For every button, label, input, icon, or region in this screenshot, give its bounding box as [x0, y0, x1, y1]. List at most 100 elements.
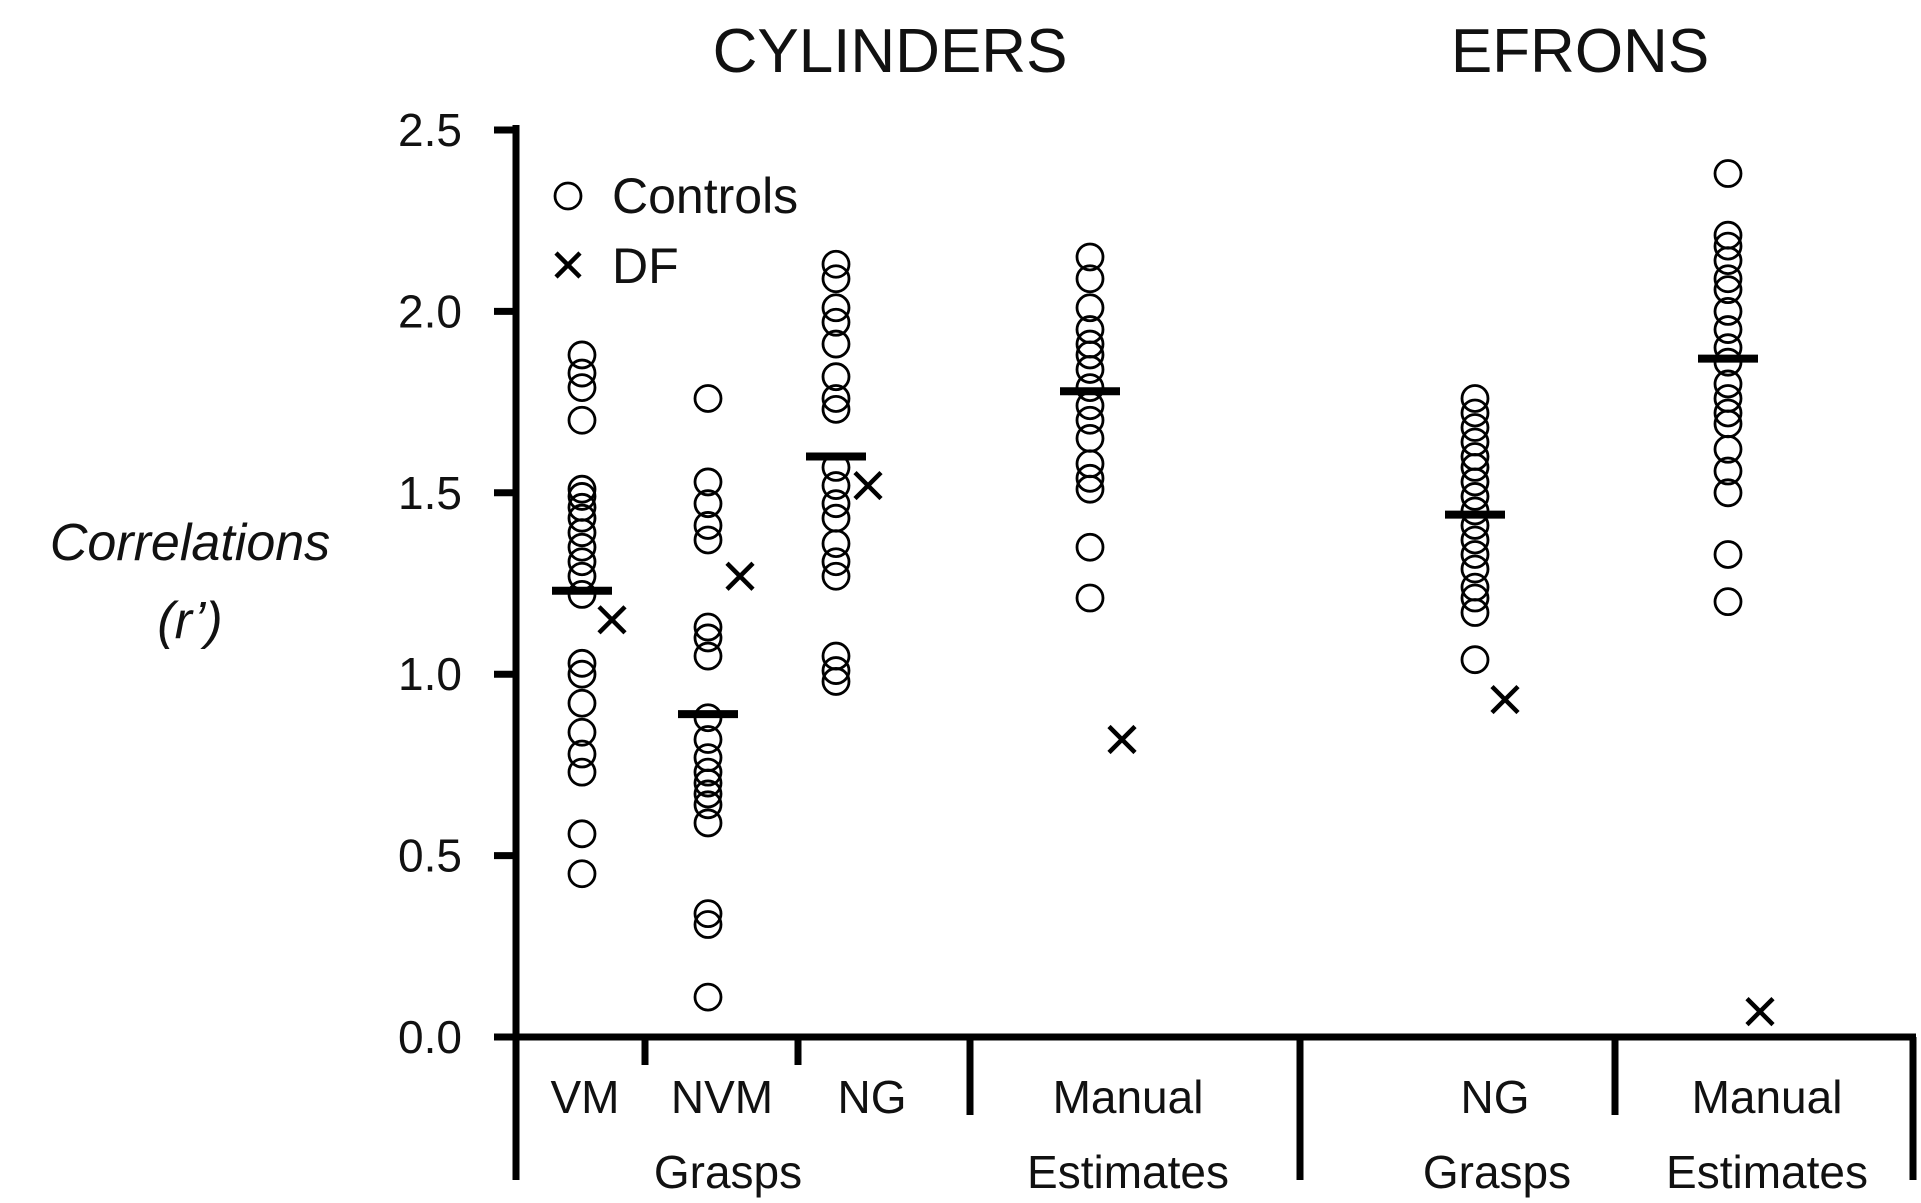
control-point [821, 641, 851, 671]
legend-df-marker [554, 251, 582, 279]
control-point [1460, 540, 1490, 569]
legend-controls-label: Controls [612, 168, 798, 224]
control-point [1460, 554, 1490, 584]
control-point [1075, 340, 1105, 370]
control-point [1713, 315, 1743, 344]
control-point [693, 623, 723, 653]
control-point [693, 612, 723, 642]
control-point [821, 264, 851, 294]
control-point [693, 384, 723, 413]
control-point [693, 641, 723, 671]
control-point [693, 489, 723, 519]
group-label-cyl-grasps: Grasps [654, 1146, 802, 1198]
y-tick-label: 0.0 [398, 1011, 462, 1063]
control-point [1075, 264, 1105, 294]
control-point [567, 688, 597, 718]
control-point [1460, 598, 1490, 627]
control-point [693, 725, 723, 754]
group-label-cyl-manual-2: Estimates [1027, 1146, 1229, 1198]
control-point [693, 779, 723, 809]
control-point [567, 757, 597, 787]
control-point [1460, 645, 1490, 675]
group-label-efr-manual-2: Estimates [1666, 1146, 1868, 1198]
df-point [725, 561, 755, 591]
category-label: NVM [671, 1071, 773, 1123]
control-point [693, 808, 723, 838]
control-point [821, 293, 851, 323]
control-point [693, 467, 723, 497]
legend: Controls DF [553, 168, 798, 294]
control-point [1713, 275, 1743, 305]
control-point [693, 757, 723, 787]
y-tick-label: 2.5 [398, 104, 462, 156]
df-point [1745, 997, 1775, 1027]
control-point [693, 743, 723, 773]
control-point [567, 547, 597, 577]
control-point [693, 899, 723, 929]
control-point [1460, 583, 1490, 613]
category-label: NG [1461, 1071, 1530, 1123]
control-point [1460, 482, 1490, 511]
control-point [1075, 405, 1105, 435]
control-point [1713, 478, 1743, 508]
control-point [567, 474, 597, 504]
control-point [821, 471, 851, 500]
control-point [1713, 434, 1743, 464]
control-point [1713, 264, 1743, 294]
control-point [821, 384, 851, 413]
group-label-efr-manual-1: Manual [1692, 1071, 1843, 1123]
y-axis-label-line2: (r’) [157, 592, 222, 650]
control-point [821, 394, 851, 424]
control-point [821, 329, 851, 359]
df-point [1107, 724, 1137, 755]
control-point [1713, 384, 1743, 413]
category-label: VM [551, 1071, 620, 1123]
control-point [567, 739, 597, 769]
y-tick-label: 0.5 [398, 830, 462, 882]
group-label-cyl-manual-1: Manual [1053, 1071, 1204, 1123]
control-point [821, 362, 851, 392]
y-ticks: 0.0 0.5 1.0 1.5 2.0 2.5 [398, 104, 516, 1063]
y-tick-label: 1.0 [398, 648, 462, 700]
title-cylinders: CYLINDERS [713, 17, 1068, 86]
y-tick-label: 2.0 [398, 285, 462, 337]
control-point [567, 340, 597, 370]
control-point [1460, 413, 1490, 442]
df-point [853, 470, 883, 501]
category-labels: VM NVM NG NG [551, 1071, 1530, 1123]
control-point [567, 405, 597, 435]
control-point [821, 489, 851, 519]
control-point [567, 648, 597, 678]
control-point [567, 482, 597, 511]
control-point [821, 667, 851, 696]
title-efrons: EFRONS [1451, 17, 1709, 86]
control-point [1713, 296, 1743, 326]
control-point [821, 249, 851, 279]
control-point [567, 717, 597, 747]
control-point [693, 768, 723, 798]
control-point [1075, 583, 1105, 613]
control-point [567, 859, 597, 889]
control-point [1713, 456, 1743, 486]
control-point [1713, 540, 1743, 569]
control-point [693, 511, 723, 540]
control-point [821, 561, 851, 591]
control-point [821, 656, 851, 685]
control-point [693, 982, 723, 1012]
control-point [821, 503, 851, 533]
control-point [1713, 231, 1743, 261]
control-point [1713, 159, 1743, 188]
control-point [1460, 453, 1490, 482]
control-point [1075, 423, 1105, 453]
control-point [1075, 355, 1105, 384]
control-point [1075, 242, 1105, 272]
control-point [1075, 463, 1105, 493]
control-point [1460, 398, 1490, 428]
y-tick-label: 1.5 [398, 467, 462, 519]
control-point [1713, 587, 1743, 617]
control-point [1460, 427, 1490, 457]
control-point [567, 373, 597, 402]
control-point [1075, 449, 1105, 479]
control-point [567, 358, 597, 388]
